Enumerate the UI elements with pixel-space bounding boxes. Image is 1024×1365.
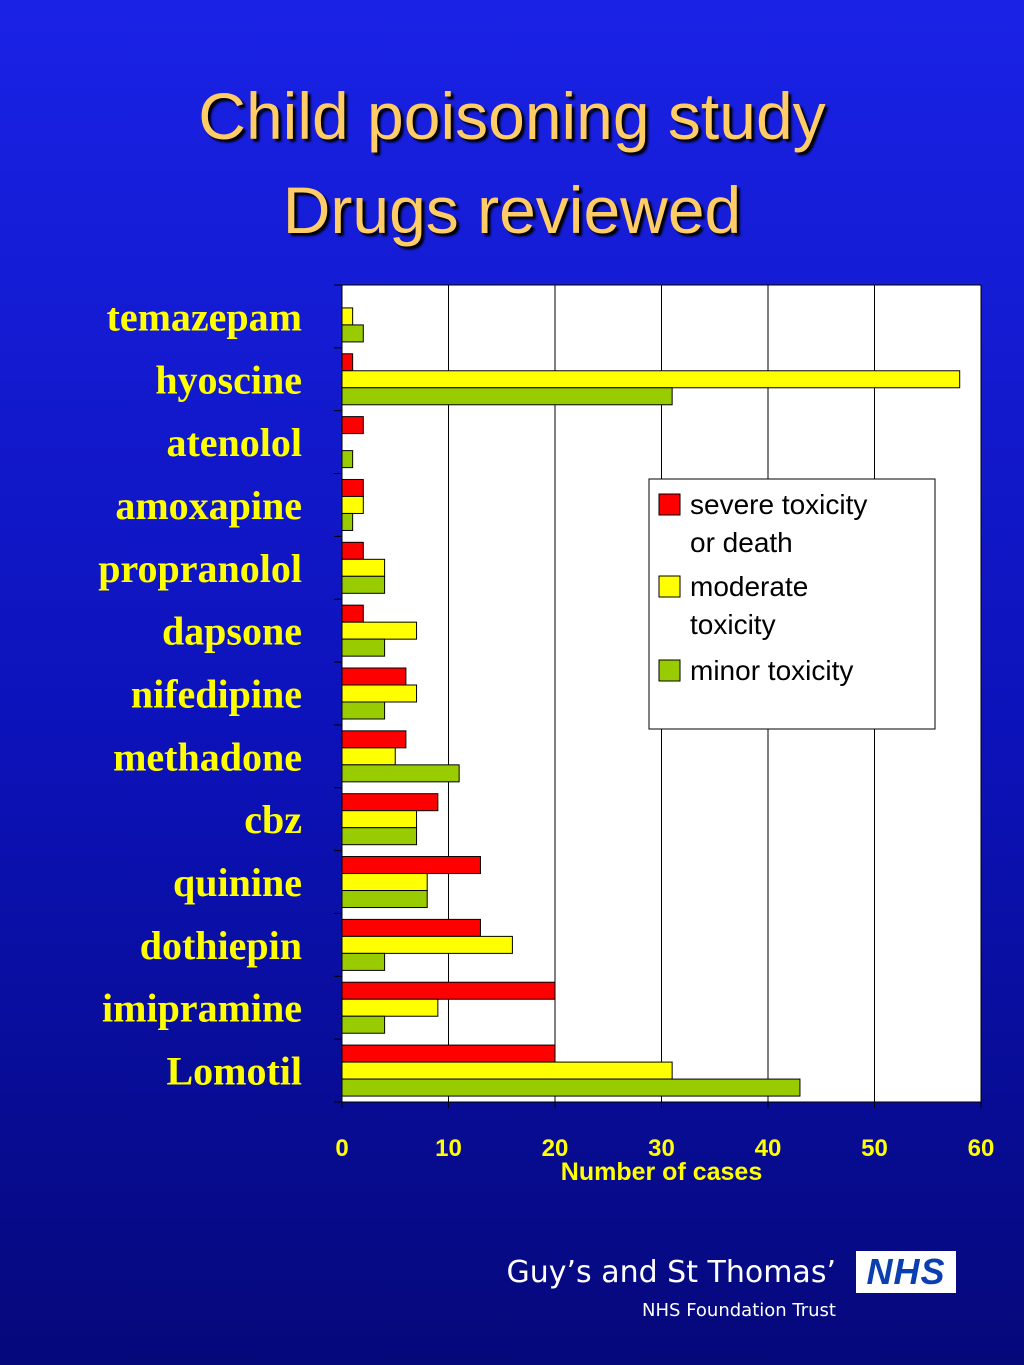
bar-quinine-1 bbox=[341, 873, 428, 892]
nhs-logo: NHS bbox=[856, 1251, 956, 1293]
legend-swatch bbox=[658, 659, 681, 682]
bar-imipramine-0 bbox=[341, 981, 556, 1000]
bar-nifedipine-0 bbox=[341, 667, 407, 686]
category-label: cbz bbox=[244, 797, 302, 842]
x-tick-label: 20 bbox=[542, 1135, 569, 1162]
bar-imipramine-1 bbox=[341, 998, 439, 1017]
bar-lomotil-1 bbox=[341, 1061, 673, 1080]
legend-label: severe toxicity bbox=[690, 489, 867, 520]
bar-cbz-1 bbox=[341, 810, 418, 829]
bar-hyoscine-0 bbox=[341, 353, 354, 372]
bar-dapsone-1 bbox=[341, 621, 418, 640]
category-label: nifedipine bbox=[131, 672, 302, 717]
bar-hyoscine-2 bbox=[341, 387, 673, 406]
bar-temazepam-1 bbox=[341, 307, 354, 326]
bar-atenolol-0 bbox=[341, 416, 364, 435]
category-label: hyoscine bbox=[155, 357, 302, 402]
bar-propranolol-1 bbox=[341, 558, 386, 577]
organization-name: Guy’s and St Thomas’ bbox=[506, 1255, 836, 1290]
category-label: imipramine bbox=[102, 986, 302, 1031]
organization-subtitle: NHS Foundation Trust bbox=[642, 1300, 836, 1321]
category-label: quinine bbox=[173, 860, 302, 905]
legend-label: toxicity bbox=[690, 609, 776, 640]
slide-title: Child poisoning study bbox=[198, 79, 826, 153]
category-label: methadone bbox=[113, 734, 302, 779]
legend-box bbox=[648, 478, 936, 730]
bar-quinine-2 bbox=[341, 890, 428, 909]
x-tick-label: 0 bbox=[335, 1135, 348, 1162]
bar-methadone-2 bbox=[341, 764, 460, 783]
bar-dothiepin-2 bbox=[341, 952, 386, 971]
legend-swatch bbox=[658, 575, 681, 598]
bar-propranolol-2 bbox=[341, 575, 386, 594]
category-label: dapsone bbox=[162, 609, 302, 654]
legend-swatch bbox=[658, 493, 681, 516]
category-label: dothiepin bbox=[140, 923, 302, 968]
bar-atenolol-2 bbox=[341, 450, 354, 469]
category-label: Lomotil bbox=[166, 1049, 302, 1094]
bar-nifedipine-2 bbox=[341, 701, 386, 720]
bar-dothiepin-1 bbox=[341, 935, 513, 954]
legend-label: minor toxicity bbox=[690, 655, 853, 686]
bar-temazepam-2 bbox=[341, 324, 364, 343]
bar-dapsone-0 bbox=[341, 604, 364, 623]
bar-lomotil-2 bbox=[341, 1078, 801, 1097]
bar-propranolol-0 bbox=[341, 541, 364, 560]
x-tick-label: 50 bbox=[861, 1135, 888, 1162]
bar-dapsone-2 bbox=[341, 638, 386, 657]
slide-subtitle: Drugs reviewed bbox=[282, 173, 742, 247]
bar-cbz-0 bbox=[341, 793, 439, 812]
legend-label: or death bbox=[690, 527, 793, 558]
x-tick-label: 30 bbox=[648, 1135, 675, 1162]
bar-methadone-0 bbox=[341, 730, 407, 749]
bar-imipramine-2 bbox=[341, 1015, 386, 1034]
x-tick-label: 40 bbox=[755, 1135, 782, 1162]
bar-methadone-1 bbox=[341, 747, 396, 766]
category-label: propranolol bbox=[98, 546, 302, 591]
bar-amoxapine-2 bbox=[341, 512, 354, 531]
bar-dothiepin-0 bbox=[341, 918, 481, 937]
bar-hyoscine-1 bbox=[341, 370, 961, 389]
bar-chart: temazepam hyoscine atenolol amoxapine propra… bbox=[98, 284, 995, 1186]
bar-quinine-0 bbox=[341, 856, 481, 875]
bar-cbz-2 bbox=[341, 827, 418, 846]
bar-nifedipine-1 bbox=[341, 684, 418, 703]
category-label: amoxapine bbox=[115, 483, 302, 528]
x-tick-label: 60 bbox=[968, 1135, 995, 1162]
category-label: atenolol bbox=[166, 420, 302, 465]
bar-amoxapine-0 bbox=[341, 478, 364, 497]
x-axis-label: Number of cases bbox=[561, 1158, 762, 1186]
bar-lomotil-0 bbox=[341, 1044, 556, 1063]
x-tick-label: 10 bbox=[435, 1135, 462, 1162]
category-label: temazepam bbox=[107, 294, 302, 339]
bar-amoxapine-1 bbox=[341, 495, 364, 514]
legend-label: moderate bbox=[690, 571, 808, 602]
